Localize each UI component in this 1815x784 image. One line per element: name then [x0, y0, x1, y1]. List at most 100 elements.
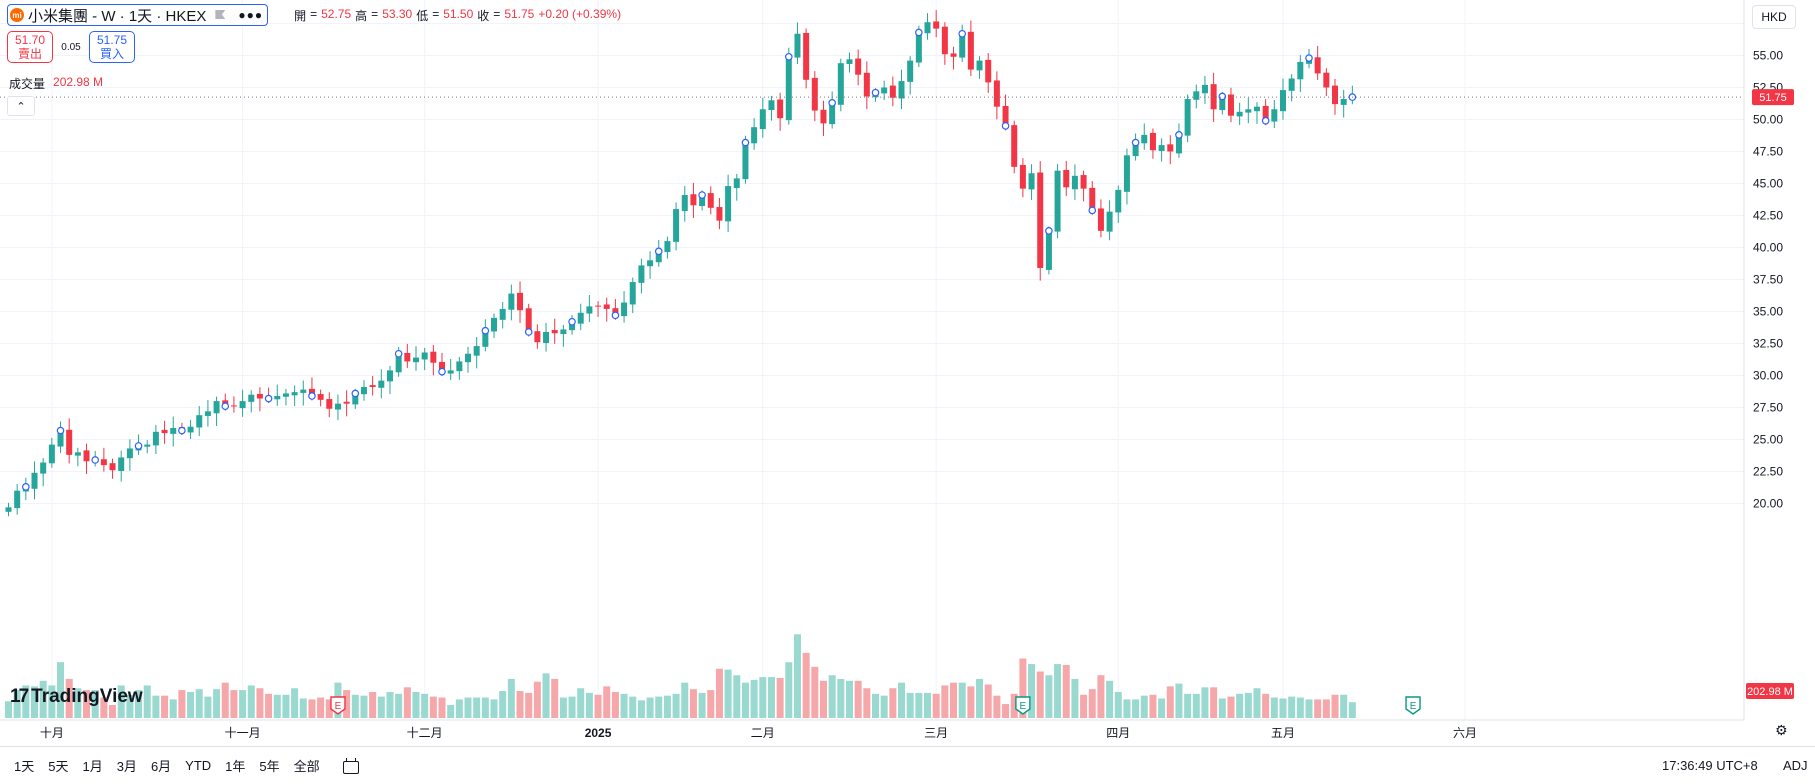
volume-bar	[169, 699, 177, 718]
range-6m[interactable]: 6月	[150, 759, 172, 774]
candle-body	[733, 178, 740, 188]
open-value: 52.75	[321, 6, 352, 21]
volume-bar	[976, 678, 984, 718]
volume-bar	[490, 699, 498, 718]
volume-bar	[499, 691, 507, 718]
y-tick-label: 25.00	[1753, 433, 1783, 447]
volume-bar	[898, 682, 906, 718]
more-options-icon[interactable]: ●●●	[238, 8, 264, 22]
candle-body	[447, 370, 454, 374]
volume-bar	[308, 699, 316, 718]
y-tick-label: 45.00	[1753, 177, 1783, 191]
range-5y[interactable]: 5年	[259, 759, 280, 774]
candle-body	[907, 60, 914, 82]
volume-bar	[663, 695, 671, 718]
candle-body	[213, 401, 220, 414]
range-ytd[interactable]: YTD	[185, 758, 212, 773]
volume-bar	[950, 682, 958, 718]
candle-body	[941, 26, 948, 55]
symbol-title: 小米集團 - W · 1天 · HKEX	[28, 7, 207, 25]
candle-body	[256, 393, 263, 399]
candle-body	[959, 33, 966, 58]
candle-body	[933, 21, 940, 29]
volume-bar	[551, 678, 559, 718]
volume-bar	[1071, 678, 1079, 718]
candle-body	[716, 207, 723, 221]
symbol-legend: mi 小米集團 - W · 1天 · HKEX ●●● 開 = 52.75 高 = 53…	[7, 4, 621, 26]
range-1y[interactable]: 1年	[225, 759, 246, 774]
volume-label: 成交量	[9, 77, 46, 91]
event-circle	[91, 456, 100, 464]
volume-bar	[533, 681, 541, 718]
flag-icon[interactable]	[214, 9, 226, 21]
last-volume-label: 202.98 M	[1747, 686, 1793, 698]
event-circle	[915, 28, 923, 37]
volume-bar	[1114, 691, 1122, 718]
y-tick-label: 27.50	[1753, 401, 1783, 415]
volume-bar	[889, 688, 897, 718]
volume-bar	[741, 682, 749, 718]
candle-body	[473, 346, 480, 356]
timezone-clock[interactable]: 17:36:49 UTC+8	[1662, 758, 1758, 773]
range-1d[interactable]: 1天	[14, 759, 35, 774]
earnings-marker: E	[1015, 696, 1031, 715]
volume-bar	[594, 694, 602, 718]
candle-body	[1210, 84, 1217, 110]
candle-body	[126, 448, 133, 459]
candle-body	[898, 81, 905, 99]
volume-bar	[863, 688, 871, 718]
collapse-legend-button[interactable]: ⌃	[7, 96, 35, 116]
candle-body	[551, 330, 558, 334]
volume-bar	[1175, 683, 1183, 718]
volume-bar	[1227, 696, 1235, 718]
candle-body	[456, 361, 463, 372]
candle-body	[334, 403, 341, 410]
settings-gear-icon[interactable]: ⚙	[1775, 722, 1788, 738]
candle-body	[83, 450, 90, 462]
currency-selector[interactable]: HKD	[1752, 5, 1796, 29]
event-circle	[481, 326, 490, 335]
volume-bar	[672, 693, 680, 718]
adjust-toggle[interactable]: ADJ	[1783, 758, 1808, 773]
candle-body	[725, 186, 732, 222]
volume-bar	[715, 668, 723, 718]
tradingview-logo[interactable]: 17 TradingView	[10, 686, 143, 708]
candle-body	[161, 429, 168, 434]
volume-bar	[464, 697, 472, 718]
open-label: 開	[294, 8, 307, 23]
event-circle	[1131, 138, 1140, 147]
candle-body	[993, 80, 1000, 107]
volume-bar	[239, 690, 247, 718]
sell-button[interactable]: 51.70 賣出	[7, 31, 53, 63]
volume-bar	[837, 678, 845, 718]
volume-bar	[1045, 675, 1053, 718]
volume-bar	[585, 692, 593, 718]
range-all[interactable]: 全部	[293, 759, 320, 774]
range-5d[interactable]: 5天	[48, 759, 69, 774]
high-label: 高	[355, 8, 368, 23]
volume-bar	[707, 690, 715, 718]
buy-button[interactable]: 51.75 買入	[89, 31, 135, 63]
volume-bar	[31, 686, 39, 718]
candle-body	[976, 60, 983, 71]
volume-bar	[1210, 687, 1218, 718]
volume-bar	[906, 692, 914, 718]
close-value: 51.75	[504, 6, 535, 21]
candle-body	[1279, 90, 1286, 112]
event-circle	[1045, 227, 1053, 235]
buy-label: 買入	[99, 47, 124, 61]
volume-bar	[967, 686, 975, 718]
range-3m[interactable]: 3月	[116, 759, 137, 774]
candle-body	[152, 431, 159, 446]
candle-body	[1089, 187, 1096, 211]
range-1m[interactable]: 1月	[82, 759, 103, 774]
calendar-icon[interactable]	[342, 757, 360, 774]
close-label: 收	[477, 8, 490, 23]
candle-body	[794, 33, 801, 58]
volume-bar	[1270, 697, 1278, 718]
volume-bar	[481, 697, 489, 718]
event-circle	[784, 52, 793, 61]
symbol-selector[interactable]: mi 小米集團 - W · 1天 · HKEX ●●●	[7, 4, 269, 26]
volume-bar	[83, 690, 91, 718]
